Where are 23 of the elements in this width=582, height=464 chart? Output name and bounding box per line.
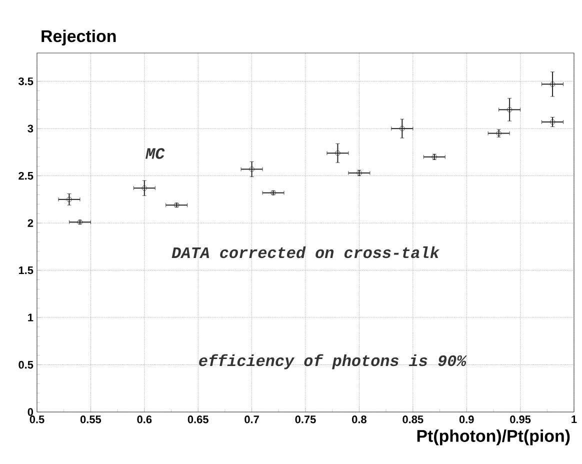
annotation: efficiency of photons is 90%: [199, 354, 467, 370]
x-tick-label: 0.85: [402, 416, 424, 424]
y-tick-label: 2.5: [18, 172, 34, 180]
x-tick-label: 0.55: [80, 416, 102, 424]
y-tick-label: 1.5: [18, 266, 34, 274]
x-tick-label: 0.6: [137, 416, 152, 424]
text: DATA corrected on cross-talk: [172, 246, 440, 258]
chart-title: Rejection: [42, 30, 116, 46]
y-tick-label: 3: [28, 124, 34, 132]
x-tick-label: 0.8: [352, 416, 366, 424]
x-tick-label: 0.9: [459, 416, 474, 424]
y-tick-label: 2: [28, 219, 34, 227]
x-axis-title: Pt(photon)/Pt(pion): [417, 430, 570, 446]
y-tick-label: 0.5: [18, 360, 34, 369]
series-label: MC: [146, 148, 165, 159]
y-tick-label: 0: [28, 408, 34, 416]
x-tick-label: 0.7: [244, 416, 259, 424]
x-tick-label: 0.65: [188, 416, 208, 424]
y-tick-label: 3.5: [18, 77, 34, 86]
x-tick-label: 0.75: [295, 416, 316, 424]
x-tick-label: 0.95: [510, 416, 531, 424]
y-tick-label: 1: [28, 314, 34, 322]
x-tick-label: 1: [572, 416, 577, 424]
